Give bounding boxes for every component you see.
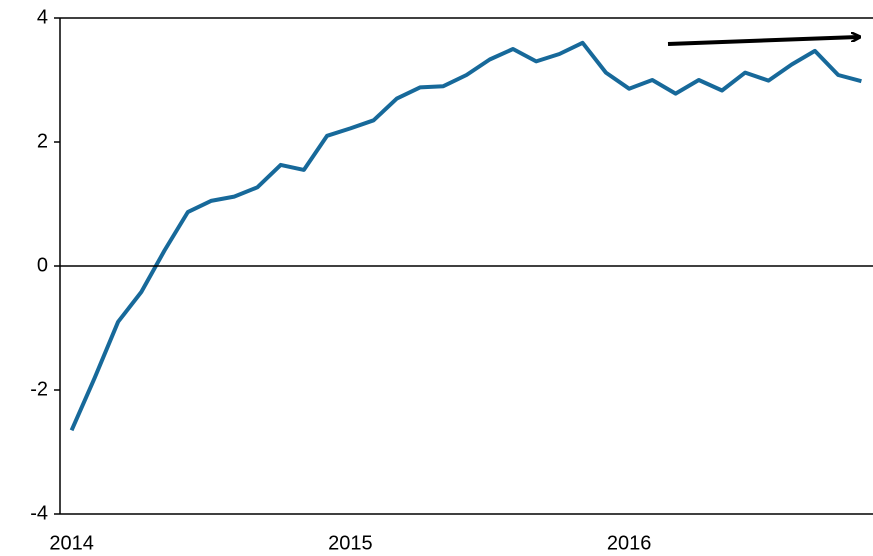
- y-tick-label: 0: [37, 254, 48, 276]
- y-tick-label: 4: [37, 6, 48, 28]
- x-tick-label: 2016: [607, 532, 652, 554]
- x-tick-label: 2014: [49, 532, 94, 554]
- y-tick-label: -2: [30, 378, 48, 400]
- data-line: [69, 40, 862, 432]
- y-tick-label: -4: [30, 502, 48, 524]
- x-tick-label: 2015: [328, 532, 373, 554]
- trend-arrow: [667, 37, 858, 46]
- y-tick-label: 2: [37, 130, 48, 152]
